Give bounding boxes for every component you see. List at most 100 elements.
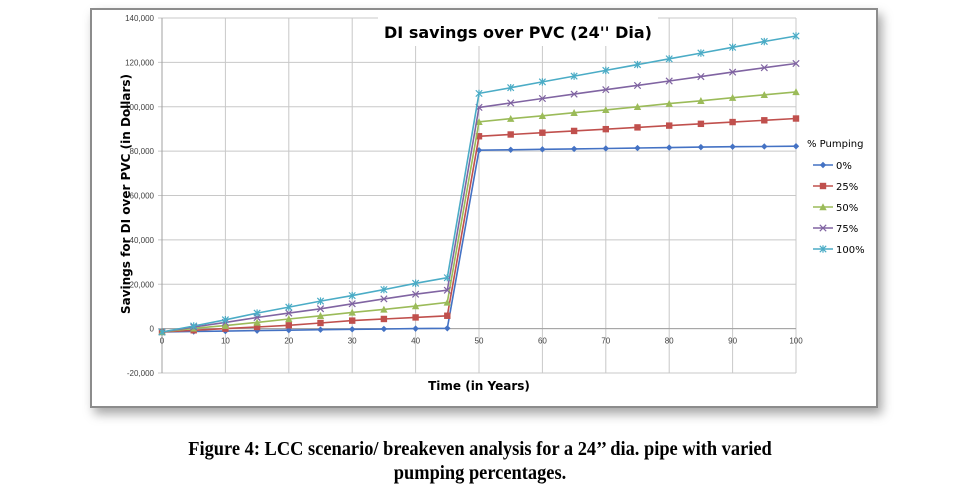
series-50pct bbox=[158, 88, 800, 336]
y-axis-label: Savings for DI over PVC (in Dollars) bbox=[119, 74, 133, 314]
x-tick-label: 30 bbox=[348, 337, 357, 346]
y-tick-label: 40,000 bbox=[130, 236, 155, 245]
x-tick-label: 60 bbox=[538, 337, 547, 346]
data-point bbox=[507, 83, 515, 92]
data-point bbox=[570, 109, 578, 116]
data-point bbox=[697, 120, 705, 128]
data-point bbox=[792, 32, 800, 40]
data-point bbox=[602, 106, 610, 114]
legend-marker bbox=[819, 245, 827, 253]
figure-caption: Figure 4: LCC scenario/ breakeven analys… bbox=[38, 437, 921, 485]
data-point bbox=[507, 146, 514, 153]
legend-marker bbox=[819, 182, 827, 190]
data-point bbox=[792, 88, 800, 96]
title-background bbox=[378, 14, 658, 46]
data-point bbox=[444, 312, 451, 319]
data-point bbox=[221, 321, 230, 329]
data-point bbox=[633, 103, 642, 110]
x-tick-label: 70 bbox=[601, 337, 610, 346]
chart-title: DI savings over PVC (24'' Dia) bbox=[384, 23, 652, 42]
data-point bbox=[285, 309, 293, 317]
data-point bbox=[602, 86, 610, 94]
x-tick-label: 50 bbox=[475, 337, 484, 346]
data-point bbox=[665, 99, 673, 107]
legend-title: % Pumping bbox=[807, 139, 863, 150]
data-point bbox=[728, 43, 737, 51]
legend-item: 75% bbox=[813, 224, 858, 235]
data-point bbox=[316, 297, 325, 305]
data-point bbox=[411, 302, 420, 310]
chart-frame bbox=[90, 8, 878, 408]
data-point bbox=[253, 318, 261, 326]
data-point bbox=[570, 72, 578, 80]
legend-label: 0% bbox=[836, 161, 852, 172]
y-tick-label: 120,000 bbox=[125, 58, 154, 67]
series-lines bbox=[158, 32, 800, 336]
data-point bbox=[380, 305, 388, 313]
data-point bbox=[317, 319, 324, 327]
data-point bbox=[539, 146, 546, 153]
legend-item: 50% bbox=[813, 203, 858, 214]
data-point bbox=[633, 81, 642, 90]
x-tick-label: 80 bbox=[665, 337, 674, 346]
legend-marker bbox=[819, 161, 827, 169]
data-point bbox=[475, 133, 483, 140]
data-point bbox=[602, 145, 609, 152]
data-point bbox=[475, 118, 483, 126]
data-point bbox=[412, 314, 419, 321]
data-point bbox=[317, 326, 324, 333]
x-tick-label: 20 bbox=[284, 337, 293, 346]
data-point bbox=[538, 94, 547, 103]
data-point bbox=[285, 315, 293, 323]
data-point bbox=[570, 127, 578, 135]
x-tick-label: 100 bbox=[789, 337, 803, 346]
data-point bbox=[634, 124, 641, 131]
data-point bbox=[253, 309, 261, 317]
data-point bbox=[285, 326, 292, 334]
legend-marker bbox=[819, 203, 827, 211]
data-point bbox=[697, 72, 705, 81]
data-point bbox=[348, 291, 356, 300]
x-axis-label: Time (in Years) bbox=[428, 379, 530, 393]
data-point bbox=[412, 325, 419, 332]
data-point bbox=[316, 305, 325, 313]
data-point bbox=[158, 328, 166, 336]
legend-item: 0% bbox=[813, 161, 852, 172]
data-point bbox=[570, 90, 578, 98]
legend-label: 75% bbox=[836, 224, 858, 235]
data-point bbox=[792, 143, 800, 150]
data-point bbox=[349, 317, 356, 324]
x-tick-label: 40 bbox=[411, 337, 420, 346]
data-point bbox=[697, 143, 705, 151]
y-tick-label: 0 bbox=[150, 325, 155, 334]
data-point bbox=[380, 295, 388, 303]
data-point bbox=[760, 37, 768, 46]
data-point bbox=[697, 49, 705, 57]
data-point bbox=[380, 325, 388, 333]
data-point bbox=[665, 55, 673, 63]
x-tick-label: 0 bbox=[160, 337, 165, 346]
gridlines bbox=[158, 17, 797, 374]
data-point bbox=[760, 64, 768, 72]
data-point bbox=[348, 308, 356, 316]
y-tick-label: 140,000 bbox=[125, 14, 154, 23]
data-point bbox=[475, 89, 483, 98]
data-point bbox=[666, 122, 673, 129]
data-point bbox=[602, 66, 610, 75]
x-tick-label: 90 bbox=[728, 337, 737, 346]
series-75pct bbox=[158, 59, 800, 336]
data-point bbox=[538, 78, 547, 86]
data-point bbox=[221, 316, 230, 324]
x-axis-ticks: 0 10 20 30 40 50 60 70 80 90 100 bbox=[160, 337, 803, 346]
series-25pct bbox=[158, 115, 800, 336]
data-point bbox=[792, 115, 800, 122]
data-point bbox=[349, 326, 356, 333]
data-point bbox=[443, 298, 451, 306]
data-point bbox=[253, 323, 261, 331]
data-point bbox=[697, 97, 705, 104]
data-point bbox=[507, 115, 515, 122]
data-point bbox=[411, 290, 420, 298]
legend-item: 100% bbox=[813, 245, 865, 256]
legend-label: 100% bbox=[836, 245, 865, 256]
data-point bbox=[728, 68, 737, 76]
